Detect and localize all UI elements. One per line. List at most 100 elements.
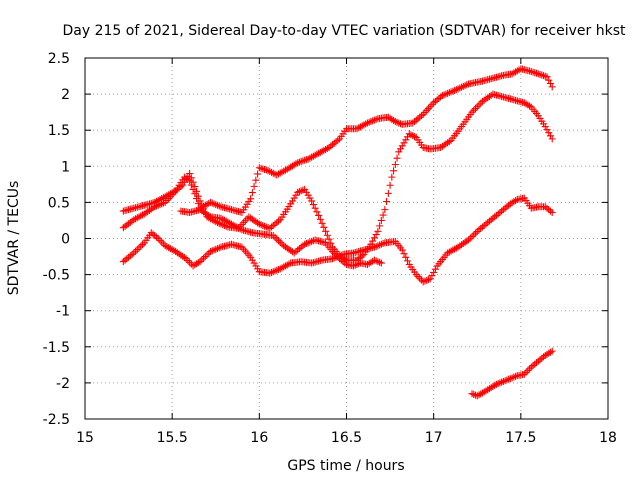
points-layer [119, 65, 556, 400]
data-point [215, 244, 223, 252]
data-point [247, 253, 255, 261]
data-point [482, 220, 490, 228]
y-tick-label: 1.5 [48, 123, 70, 139]
data-point [208, 247, 216, 255]
data-point [534, 357, 542, 365]
data-point [299, 157, 307, 165]
y-tick-label: 2.5 [48, 51, 70, 67]
data-point [275, 217, 283, 225]
data-point [322, 227, 330, 235]
data-point [259, 222, 267, 230]
data-point [320, 223, 328, 231]
data-point [417, 112, 425, 120]
data-point [546, 348, 554, 356]
data-point [304, 191, 312, 199]
data-point [386, 181, 394, 189]
data-point [533, 359, 541, 367]
data-point [252, 262, 260, 270]
data-point [250, 259, 258, 267]
data-point [311, 204, 319, 212]
data-point [548, 209, 556, 217]
data-point [491, 213, 499, 221]
data-point [424, 276, 432, 284]
data-point [257, 221, 265, 229]
data-point [210, 200, 218, 208]
data-point [463, 237, 471, 245]
data-point [137, 242, 145, 250]
data-point [301, 156, 309, 164]
data-point [388, 173, 396, 181]
data-point [501, 204, 509, 212]
data-point [398, 142, 406, 150]
data-point [152, 233, 160, 241]
data-point [538, 71, 546, 79]
data-point [294, 246, 302, 254]
data-point [304, 239, 312, 247]
data-point [351, 261, 359, 269]
data-point [261, 222, 269, 230]
data-point [290, 194, 298, 202]
data-point [546, 207, 554, 215]
data-point [391, 160, 399, 168]
data-point [268, 268, 276, 276]
data-point [158, 238, 166, 246]
data-point [414, 272, 422, 280]
data-point [402, 136, 410, 144]
data-point [409, 119, 417, 127]
data-point [545, 76, 553, 84]
data-point [369, 117, 377, 125]
data-point [152, 202, 160, 210]
data-point [172, 187, 180, 195]
data-point [498, 378, 506, 386]
data-point [212, 201, 220, 209]
data-point [151, 232, 159, 240]
data-point [125, 253, 133, 261]
data-point [487, 216, 495, 224]
data-point [531, 69, 539, 77]
data-point [463, 81, 471, 89]
data-point [383, 197, 391, 205]
x-tick-label: 16.5 [331, 430, 362, 446]
data-point [548, 135, 556, 143]
data-point [318, 219, 326, 227]
data-point [198, 201, 206, 209]
data-point [151, 203, 159, 211]
data-point [478, 223, 486, 231]
data-point [536, 356, 544, 364]
data-point [473, 228, 481, 236]
data-point [156, 201, 164, 209]
data-point [470, 106, 478, 114]
data-point [543, 204, 551, 212]
data-point [431, 265, 439, 273]
data-point [196, 258, 204, 266]
data-point [541, 203, 549, 211]
data-point [323, 231, 331, 239]
data-point [337, 256, 345, 264]
y-tick-label: -0.5 [43, 268, 70, 284]
data-point [498, 207, 506, 215]
data-point [423, 276, 431, 284]
data-point [332, 138, 340, 146]
data-point [475, 226, 483, 234]
data-point [430, 268, 438, 276]
data-point [548, 83, 556, 91]
data-point [290, 249, 298, 257]
data-point [404, 257, 412, 265]
data-point [524, 367, 532, 375]
data-point [428, 272, 436, 280]
data-point [336, 255, 344, 263]
data-point [271, 267, 279, 275]
data-point [538, 354, 546, 362]
data-point [480, 222, 488, 230]
data-point [297, 157, 305, 165]
y-tick-label: 0 [61, 232, 70, 248]
data-point [266, 224, 274, 232]
chart-title: Day 215 of 2021, Sidereal Day-to-day VTE… [63, 23, 626, 39]
data-point [377, 216, 385, 224]
data-point [496, 379, 504, 387]
data-point [273, 266, 281, 274]
plot-frame [84, 57, 609, 420]
data-point [297, 243, 305, 251]
x-tick-label: 16 [250, 430, 268, 446]
